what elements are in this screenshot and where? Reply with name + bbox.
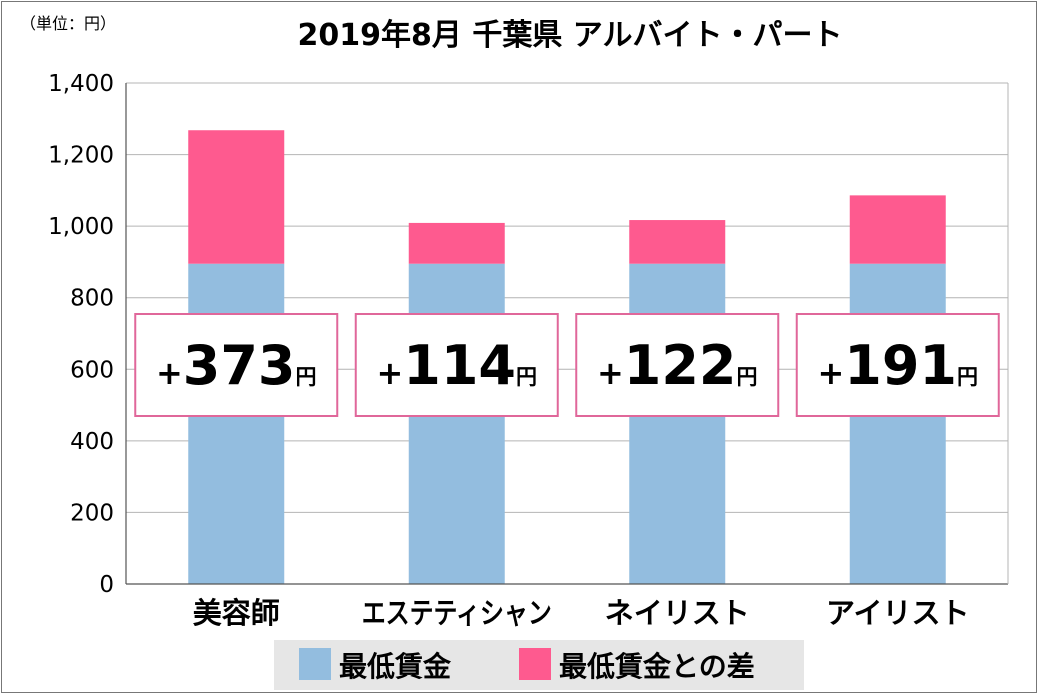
bar-difference-segment: [849, 195, 946, 264]
y-tick-label: 1,400: [48, 71, 114, 97]
legend-label: 最低賃金との差: [559, 650, 755, 683]
bar-base-segment: [408, 263, 505, 584]
annotation-unit: 円: [957, 365, 978, 389]
legend-swatch: [299, 648, 331, 680]
annotation-value: 122: [624, 334, 737, 397]
bar-base-segment: [629, 263, 726, 584]
annotation-sign: +: [817, 354, 844, 392]
legend: 最低賃金 最低賃金との差: [299, 648, 755, 683]
annotation-value: 373: [183, 334, 296, 397]
axes: [125, 83, 1009, 585]
annotation-unit: 円: [516, 365, 537, 389]
annotation-value: 191: [844, 334, 957, 397]
annotation-unit: 円: [737, 365, 758, 389]
annotation-box: [575, 313, 780, 417]
annotation-box: [134, 313, 339, 417]
bar-base-segment: [188, 263, 285, 584]
bar-difference-segment: [408, 222, 505, 264]
annotation-sign: +: [376, 354, 403, 392]
x-category-label: 美容師: [193, 596, 280, 630]
annotation-text: +122円: [597, 334, 758, 397]
y-tick-label: 0: [99, 572, 114, 598]
annotation-text: +191円: [817, 334, 978, 397]
y-tick-label: 600: [70, 357, 114, 383]
y-tick-label: 1,200: [48, 143, 114, 169]
y-tick-label: 800: [70, 286, 114, 312]
annotation-box: [354, 313, 559, 417]
annotation-box: [795, 313, 1000, 417]
x-category-label: エステティシャン: [362, 596, 552, 630]
annotation-text: +373円: [156, 334, 317, 397]
annotation-sign: +: [597, 354, 624, 392]
difference-annotations: +373円 +114円 +122円 +191円: [134, 313, 1000, 417]
unit-label: （単位：円）: [20, 14, 116, 33]
y-tick-label: 400: [70, 429, 114, 455]
annotation-unit: 円: [296, 365, 317, 389]
x-axis-category-labels: 美容師 エステティシャン ネイリスト アイリスト: [193, 596, 970, 630]
y-tick-label: 200: [70, 500, 114, 526]
x-category-label: ネイリスト: [605, 596, 750, 630]
annotation-text: +114円: [376, 334, 537, 397]
bar-difference-segment: [629, 220, 726, 264]
legend-swatch: [519, 648, 551, 680]
bar-difference-segment: [188, 130, 285, 264]
annotation-value: 114: [403, 334, 516, 397]
y-axis-tick-labels: 0 200 400 600 800 1,000 1,200 1,400: [48, 71, 114, 598]
x-category-label: アイリスト: [826, 596, 970, 630]
bar-base-segment: [849, 263, 946, 584]
y-tick-label: 1,000: [48, 214, 114, 240]
chart-title: 2019年8月 千葉県 アルバイト・パート: [298, 18, 843, 53]
legend-label: 最低賃金: [339, 650, 452, 683]
annotation-sign: +: [156, 354, 183, 392]
